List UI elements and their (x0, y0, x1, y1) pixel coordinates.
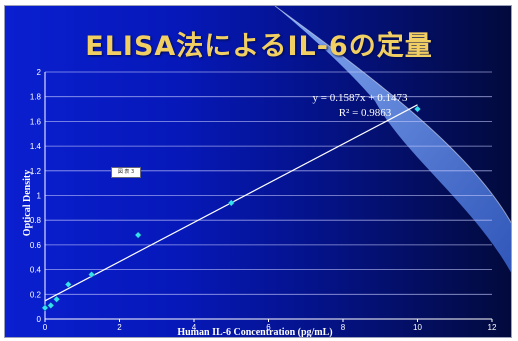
y-tick-label: 0.8 (30, 216, 42, 225)
chart: 0 0.2 0.4 0.6 0.8 1 1.2 1.4 1.6 1.8 2 0 2 4 6 8 10 12 Hum… (22, 6, 511, 338)
data-point (134, 231, 142, 239)
y-tick-label: 0.2 (30, 290, 42, 299)
y-tick-label: 1.6 (30, 117, 42, 126)
r-squared-label: R² = 0.9863 (339, 107, 392, 119)
decorative-swoosh-line (274, 6, 511, 224)
x-tick-label: 2 (117, 323, 122, 332)
data-point (64, 280, 72, 288)
x-tick-label: 10 (413, 323, 422, 332)
y-tick-label: 2 (37, 68, 42, 77)
x-tick-label: 6 (266, 323, 271, 332)
x-axis-label: Human IL-6 Concentration (pg/mL) (177, 327, 332, 338)
x-tick-label: 8 (341, 323, 346, 332)
data-point (47, 301, 55, 309)
y-axis-label: Optical Density (22, 170, 33, 236)
slide-title: ELISA法によるIL-6の定量 (85, 31, 433, 62)
data-point (88, 271, 96, 279)
y-tick-label: 1.2 (30, 167, 42, 176)
x-tick-label: 0 (43, 323, 48, 332)
y-tick-label: 1.4 (30, 142, 42, 151)
data-point (414, 105, 421, 113)
data-point (53, 295, 61, 303)
data-point (41, 304, 49, 312)
x-tick-label: 12 (488, 323, 497, 332)
y-tick-label: 0.6 (30, 241, 42, 250)
data-point (227, 199, 235, 207)
figure-stamp: 図 表 3 (111, 167, 141, 178)
y-tick-label: 0 (37, 315, 42, 324)
y-tick-label: 1.8 (30, 93, 42, 102)
slide: 0 0.2 0.4 0.6 0.8 1 1.2 1.4 1.6 1.8 2 0 2 4 6 8 10 12 Hum… (4, 5, 512, 338)
y-tick-label: 0.4 (30, 266, 42, 275)
x-tick-label: 4 (192, 323, 197, 332)
y-tick-label: 1 (37, 192, 42, 201)
trendline-equation: y = 0.1587x + 0.1473 (313, 92, 408, 104)
